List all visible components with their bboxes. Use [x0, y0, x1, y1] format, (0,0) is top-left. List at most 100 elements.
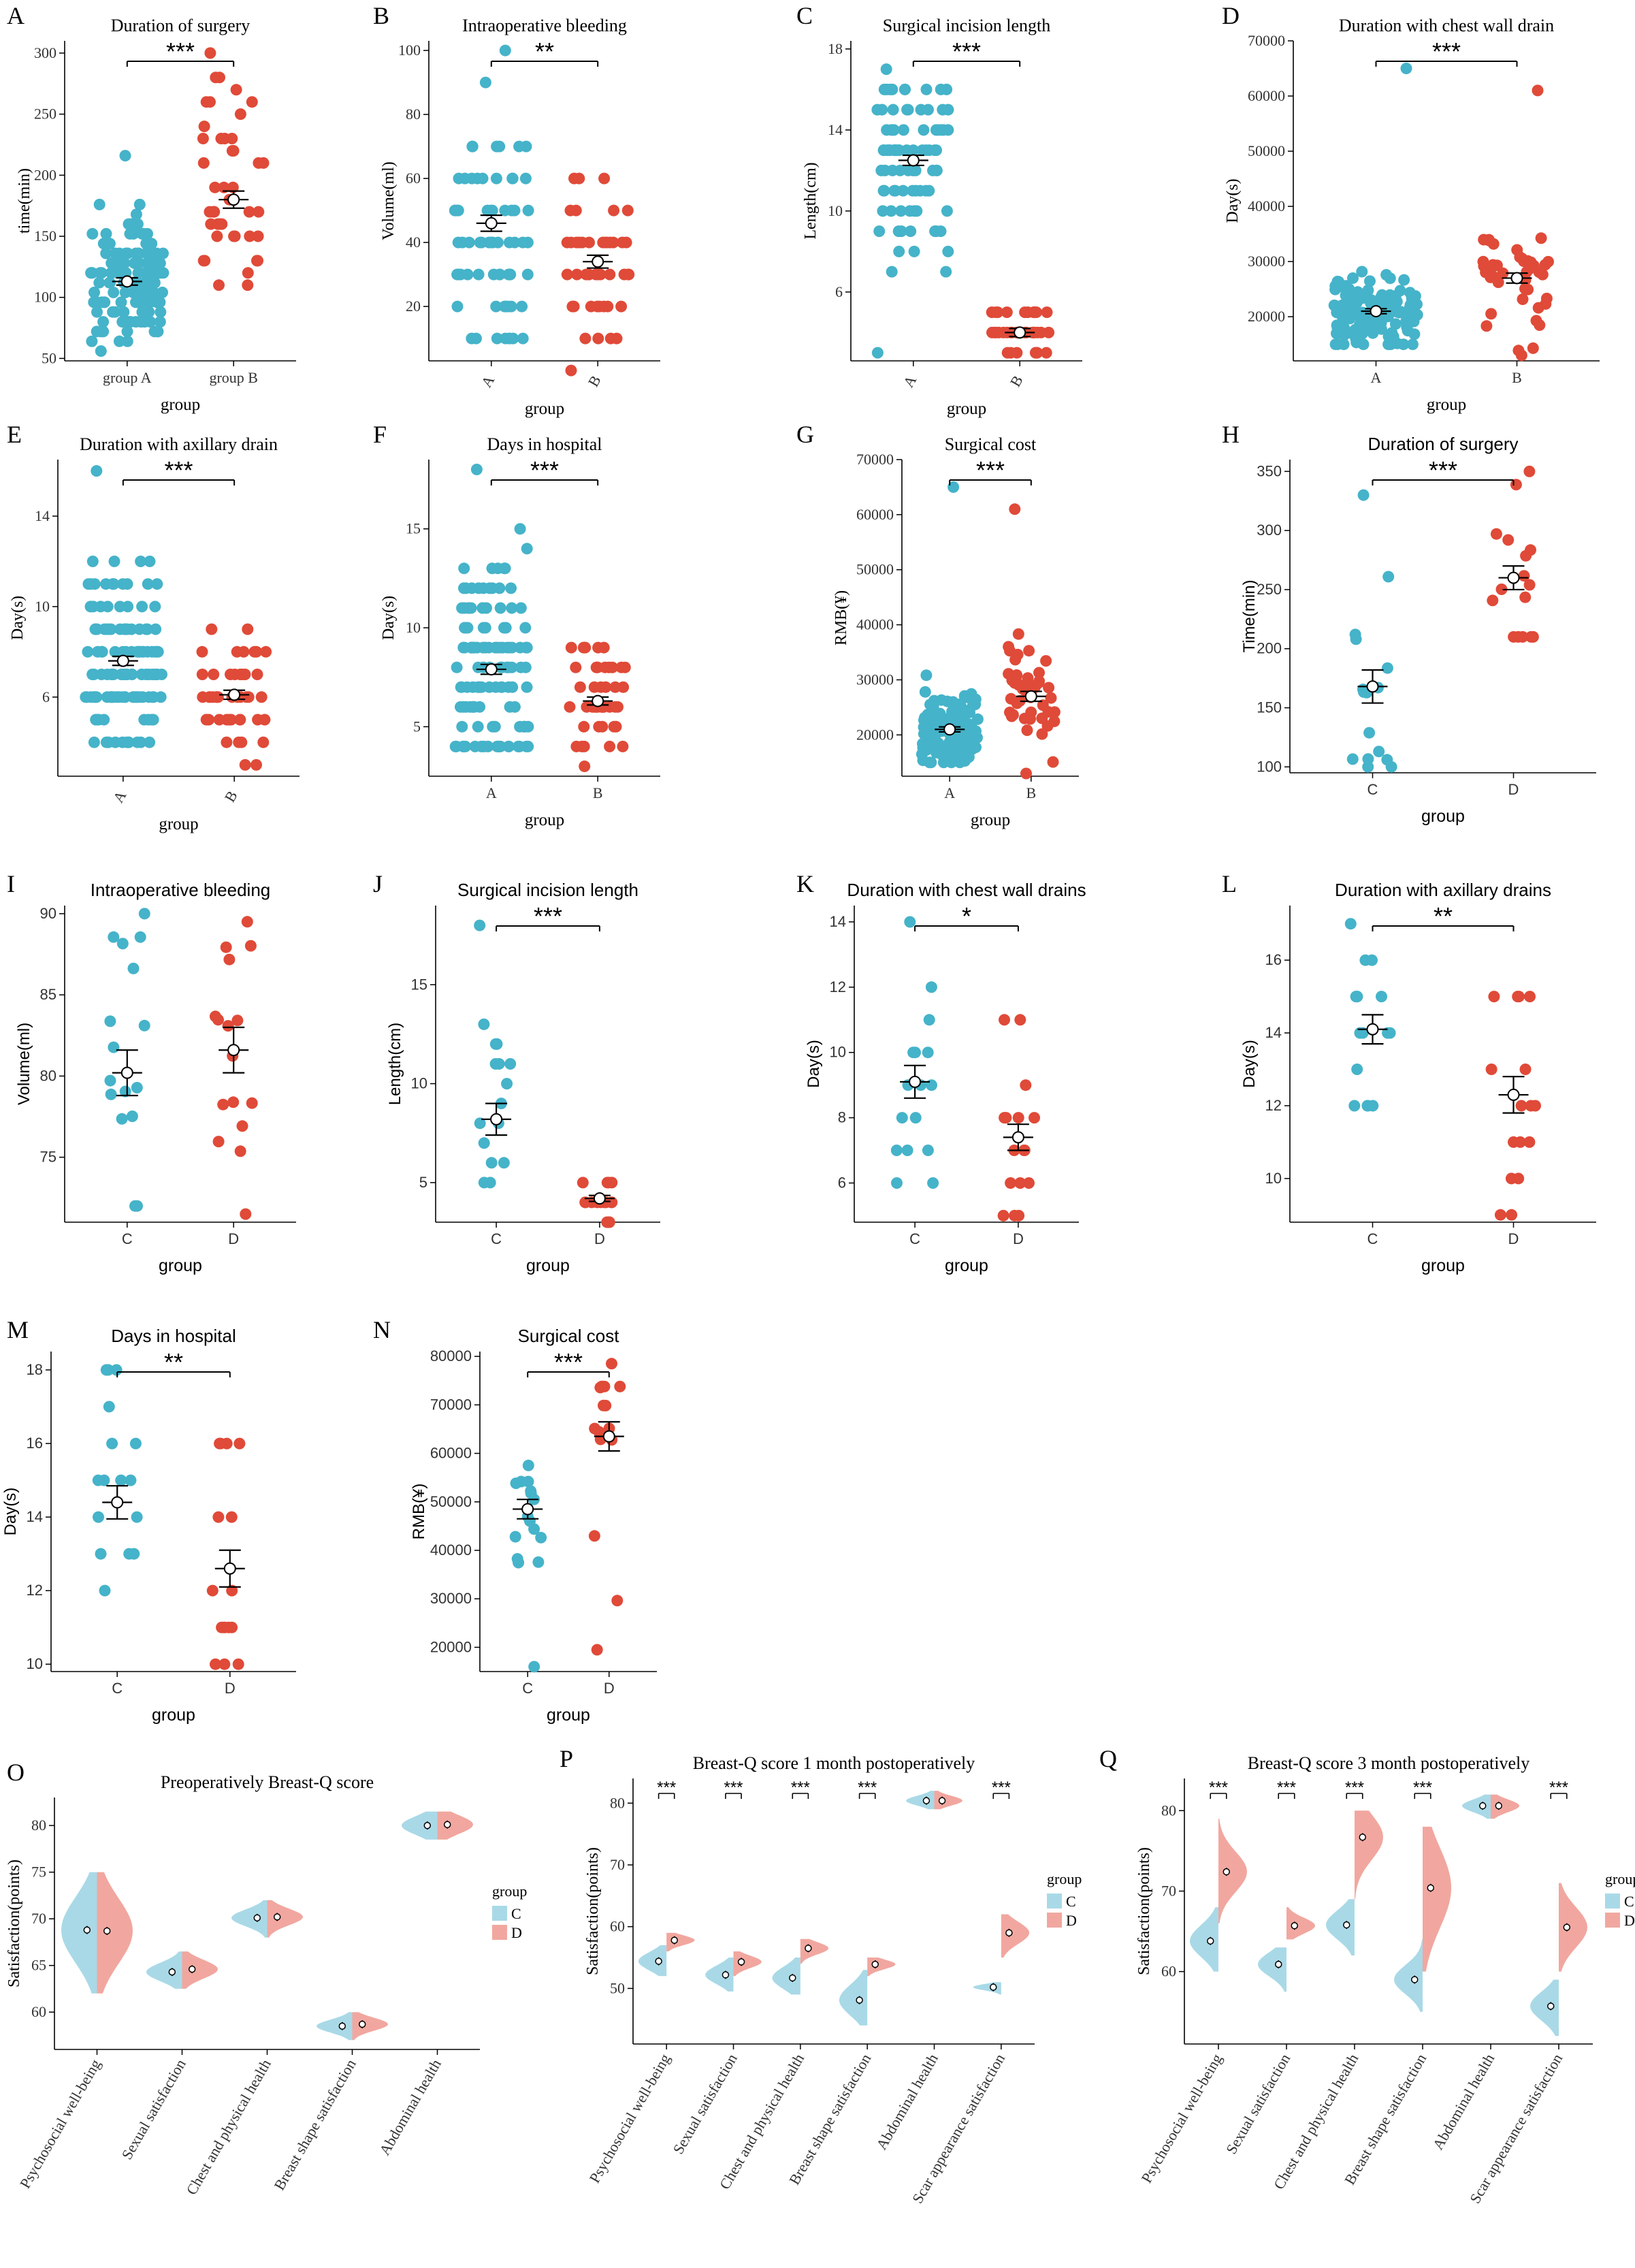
- data-point: [102, 736, 114, 748]
- y-tick-label: 100: [398, 42, 421, 59]
- data-point: [257, 736, 270, 748]
- y-axis-label: Length(cm): [802, 162, 820, 239]
- data-point: [222, 1020, 234, 1032]
- y-tick-label: 30000: [856, 671, 894, 688]
- mean-marker: [83, 1926, 91, 1934]
- data-point: [1350, 336, 1363, 349]
- data-point: [252, 230, 264, 242]
- violin-C: [1190, 1907, 1218, 1972]
- data-point: [922, 1047, 934, 1059]
- data-point: [1357, 489, 1370, 501]
- data-point: [127, 962, 140, 974]
- data-point: [485, 236, 497, 249]
- panel-label-O: O: [7, 1759, 25, 1786]
- chart-title: Preoperatively Breast-Q score: [161, 1772, 374, 1792]
- data-point: [1516, 253, 1528, 265]
- data-point: [108, 578, 120, 590]
- data-point: [86, 227, 99, 240]
- data-point: [111, 691, 123, 703]
- data-point: [204, 96, 216, 108]
- data-point: [620, 236, 632, 249]
- x-tick-label: B: [593, 784, 603, 801]
- data-point: [133, 623, 146, 635]
- data-point: [479, 76, 491, 89]
- data-point: [119, 150, 131, 162]
- data-point: [1011, 697, 1023, 709]
- data-point: [104, 1015, 116, 1027]
- data-point: [459, 622, 471, 634]
- data-point: [117, 578, 129, 590]
- data-point: [146, 238, 158, 250]
- data-point: [568, 172, 580, 185]
- data-point: [876, 103, 888, 116]
- data-point: [502, 740, 515, 752]
- violin-D: [182, 1951, 218, 1989]
- data-point: [116, 1113, 128, 1125]
- significance-label: ***: [164, 456, 193, 484]
- mean-marker: [592, 255, 604, 268]
- data-point: [490, 172, 502, 185]
- y-tick-label: 60: [1161, 1963, 1176, 1980]
- data-point: [1014, 1014, 1026, 1026]
- data-point: [1036, 728, 1048, 740]
- y-tick-label: 5: [413, 718, 421, 735]
- mean-marker: [1014, 326, 1026, 339]
- data-point: [1338, 338, 1350, 351]
- y-tick-label: 8: [838, 1109, 846, 1126]
- y-tick-label: 70000: [856, 451, 894, 468]
- data-point: [1494, 1209, 1506, 1221]
- data-point: [157, 287, 168, 298]
- legend-label: C: [1066, 1893, 1076, 1910]
- data-point: [1485, 308, 1498, 320]
- panel-D: D Duration with chest wall drain 20000 3000…: [1222, 2, 1600, 414]
- data-point: [221, 736, 233, 748]
- x-tick-label: D: [228, 1230, 239, 1247]
- mean-marker: [227, 193, 240, 206]
- y-tick-label: 70: [31, 1910, 46, 1927]
- data-point: [144, 556, 156, 567]
- data-point: [206, 1584, 218, 1597]
- data-point: [91, 306, 103, 318]
- data-point: [509, 1531, 521, 1543]
- data-point: [234, 1145, 246, 1157]
- data-point: [918, 124, 930, 136]
- data-point: [909, 205, 920, 217]
- data-point: [115, 296, 127, 308]
- panel-C: C Surgical incision length 6 10 14 18 Length(c…: [796, 2, 1082, 418]
- y-tick-label: 80: [406, 106, 421, 123]
- data-point: [255, 691, 268, 703]
- mean-marker: [655, 1958, 662, 1965]
- data-point: [1364, 275, 1376, 287]
- violin-C: [1530, 1979, 1559, 2037]
- mean-marker: [253, 1914, 261, 1922]
- mean-marker: [737, 1958, 745, 1966]
- data-point: [197, 133, 209, 144]
- data-point: [93, 198, 106, 210]
- data-point: [466, 140, 479, 153]
- data-point: [478, 1018, 490, 1030]
- violin-C: [317, 2012, 353, 2041]
- y-axis-label: Day(s): [1240, 1040, 1259, 1088]
- data-point: [592, 300, 604, 313]
- panel-label-F: F: [373, 421, 387, 448]
- data-point: [1011, 648, 1024, 660]
- data-point: [941, 205, 953, 217]
- legend-label: D: [511, 1924, 522, 1941]
- data-point: [95, 601, 107, 613]
- data-point: [919, 686, 931, 698]
- panel-E: E Duration with axillary drain 6 10 14 Day(s)…: [7, 421, 300, 833]
- data-point: [942, 245, 954, 257]
- data-point: [129, 1437, 142, 1450]
- chart-title: Days in hospital: [111, 1326, 236, 1346]
- y-tick-label: 250: [34, 106, 56, 123]
- data-point: [518, 720, 530, 733]
- mean-marker: [722, 1971, 730, 1979]
- data-point: [1519, 591, 1532, 603]
- data-point: [150, 645, 163, 658]
- data-point: [513, 140, 525, 153]
- data-point: [124, 227, 136, 240]
- data-point: [925, 981, 937, 993]
- y-axis-label: Volume(ml): [380, 161, 398, 240]
- data-point: [565, 364, 577, 377]
